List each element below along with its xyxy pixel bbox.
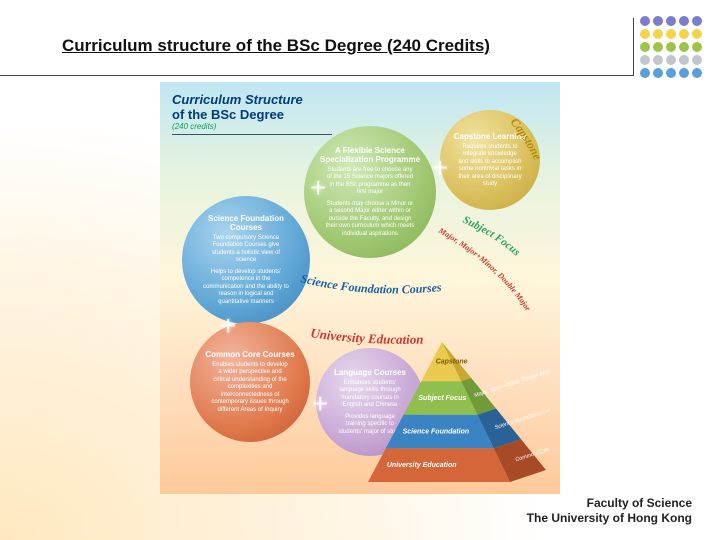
dot [640,42,650,52]
pyramid-label-left-2: Science Foundation [403,429,470,436]
circle-ccc-title: Common Core Courses [202,350,298,359]
dot [640,55,650,65]
circle-sfc: Science Foundation Courses Two compulsory… [182,196,310,324]
pyramid-label-right-1: Major, Major+Minor, Double Major [474,367,550,399]
dot [679,55,689,65]
footer-line2: The University of Hong Kong [527,511,692,526]
dot [692,68,702,78]
dot [692,55,702,65]
dot [666,29,676,39]
circle-sfc-title: Science Foundation Courses [195,214,297,232]
corner-rule-vertical [633,18,634,75]
circle-ccc-body1: Enables students to develop a wider pers… [202,362,298,415]
panel-credits: (240 credits) [172,122,332,131]
footer-line1: Faculty of Science [527,496,692,511]
label-subject-focus: Subject Focus [461,214,523,259]
dot [692,29,702,39]
svg-text:Major, Major+Minor, Double Maj: Major, Major+Minor, Double Major [436,225,533,313]
pyramid-label-left-0: Capstone [436,359,468,366]
pyramid: Capstone Subject Focus Major, Major+Minor,… [360,338,550,488]
page-title: Curriculum structure of the BSc Degree (… [62,36,490,56]
panel-title-line1: Curriculum Structure [172,92,332,107]
dot [653,42,663,52]
circle-spec-body2: Students may choose a Minor or a second … [317,201,423,239]
dot [679,42,689,52]
plus-icon: + [312,388,328,420]
corner-rule-horizontal [0,75,634,76]
label-science-foundation: Science Foundation Courses [299,271,442,296]
pyramid-label-left-3: University Education [387,462,457,469]
dot [640,29,650,39]
circle-spec-title: A Flexible Science Specialization Progra… [317,146,423,164]
plus-icon: + [310,172,326,204]
circle-spec-body1: Students are free to choose any of the 1… [317,167,423,197]
svg-text:Science Foundation Courses: Science Foundation Courses [299,271,442,296]
panel-title-block: Curriculum Structure of the BSc Degree (… [172,92,332,135]
dot [666,55,676,65]
label-major-minor: Major, Major+Minor, Double Major [436,225,533,313]
dot [653,29,663,39]
slide: Curriculum structure of the BSc Degree (… [0,0,720,540]
infographic-panel: Curriculum Structure of the BSc Degree (… [160,82,560,494]
dot [666,16,676,26]
dot [640,68,650,78]
circle-capstone-title: Capstone Learning [450,132,530,141]
plus-icon: + [432,152,448,184]
dot [679,29,689,39]
dot [653,68,663,78]
pyramid-label-left-1: Subject Focus [418,395,466,402]
footer: Faculty of Science The University of Hon… [527,496,692,526]
panel-title-line2: of the BSc Degree [172,107,332,122]
dot [653,16,663,26]
pyramid-svg: Capstone Subject Focus Major, Major+Minor,… [360,338,550,488]
dot [692,16,702,26]
circle-capstone-body1: Requires students to integrate knowledge… [450,144,530,189]
dot [692,42,702,52]
dot [679,68,689,78]
dot [679,16,689,26]
plus-icon: + [220,310,236,342]
circle-capstone: Capstone Learning Requires students to in… [440,110,540,210]
circle-ccc: Common Core Courses Enables students to d… [190,322,310,442]
dot [653,55,663,65]
panel-title-rule [172,134,332,135]
dot-decoration [640,16,702,78]
dot [640,16,650,26]
dot [666,42,676,52]
circle-sfc-body2: Helps to develop students' competence in… [195,269,297,307]
circle-sfc-body1: Two compulsory Science Foundation Course… [195,235,297,265]
svg-text:Subject Focus: Subject Focus [461,214,523,259]
dot [666,68,676,78]
